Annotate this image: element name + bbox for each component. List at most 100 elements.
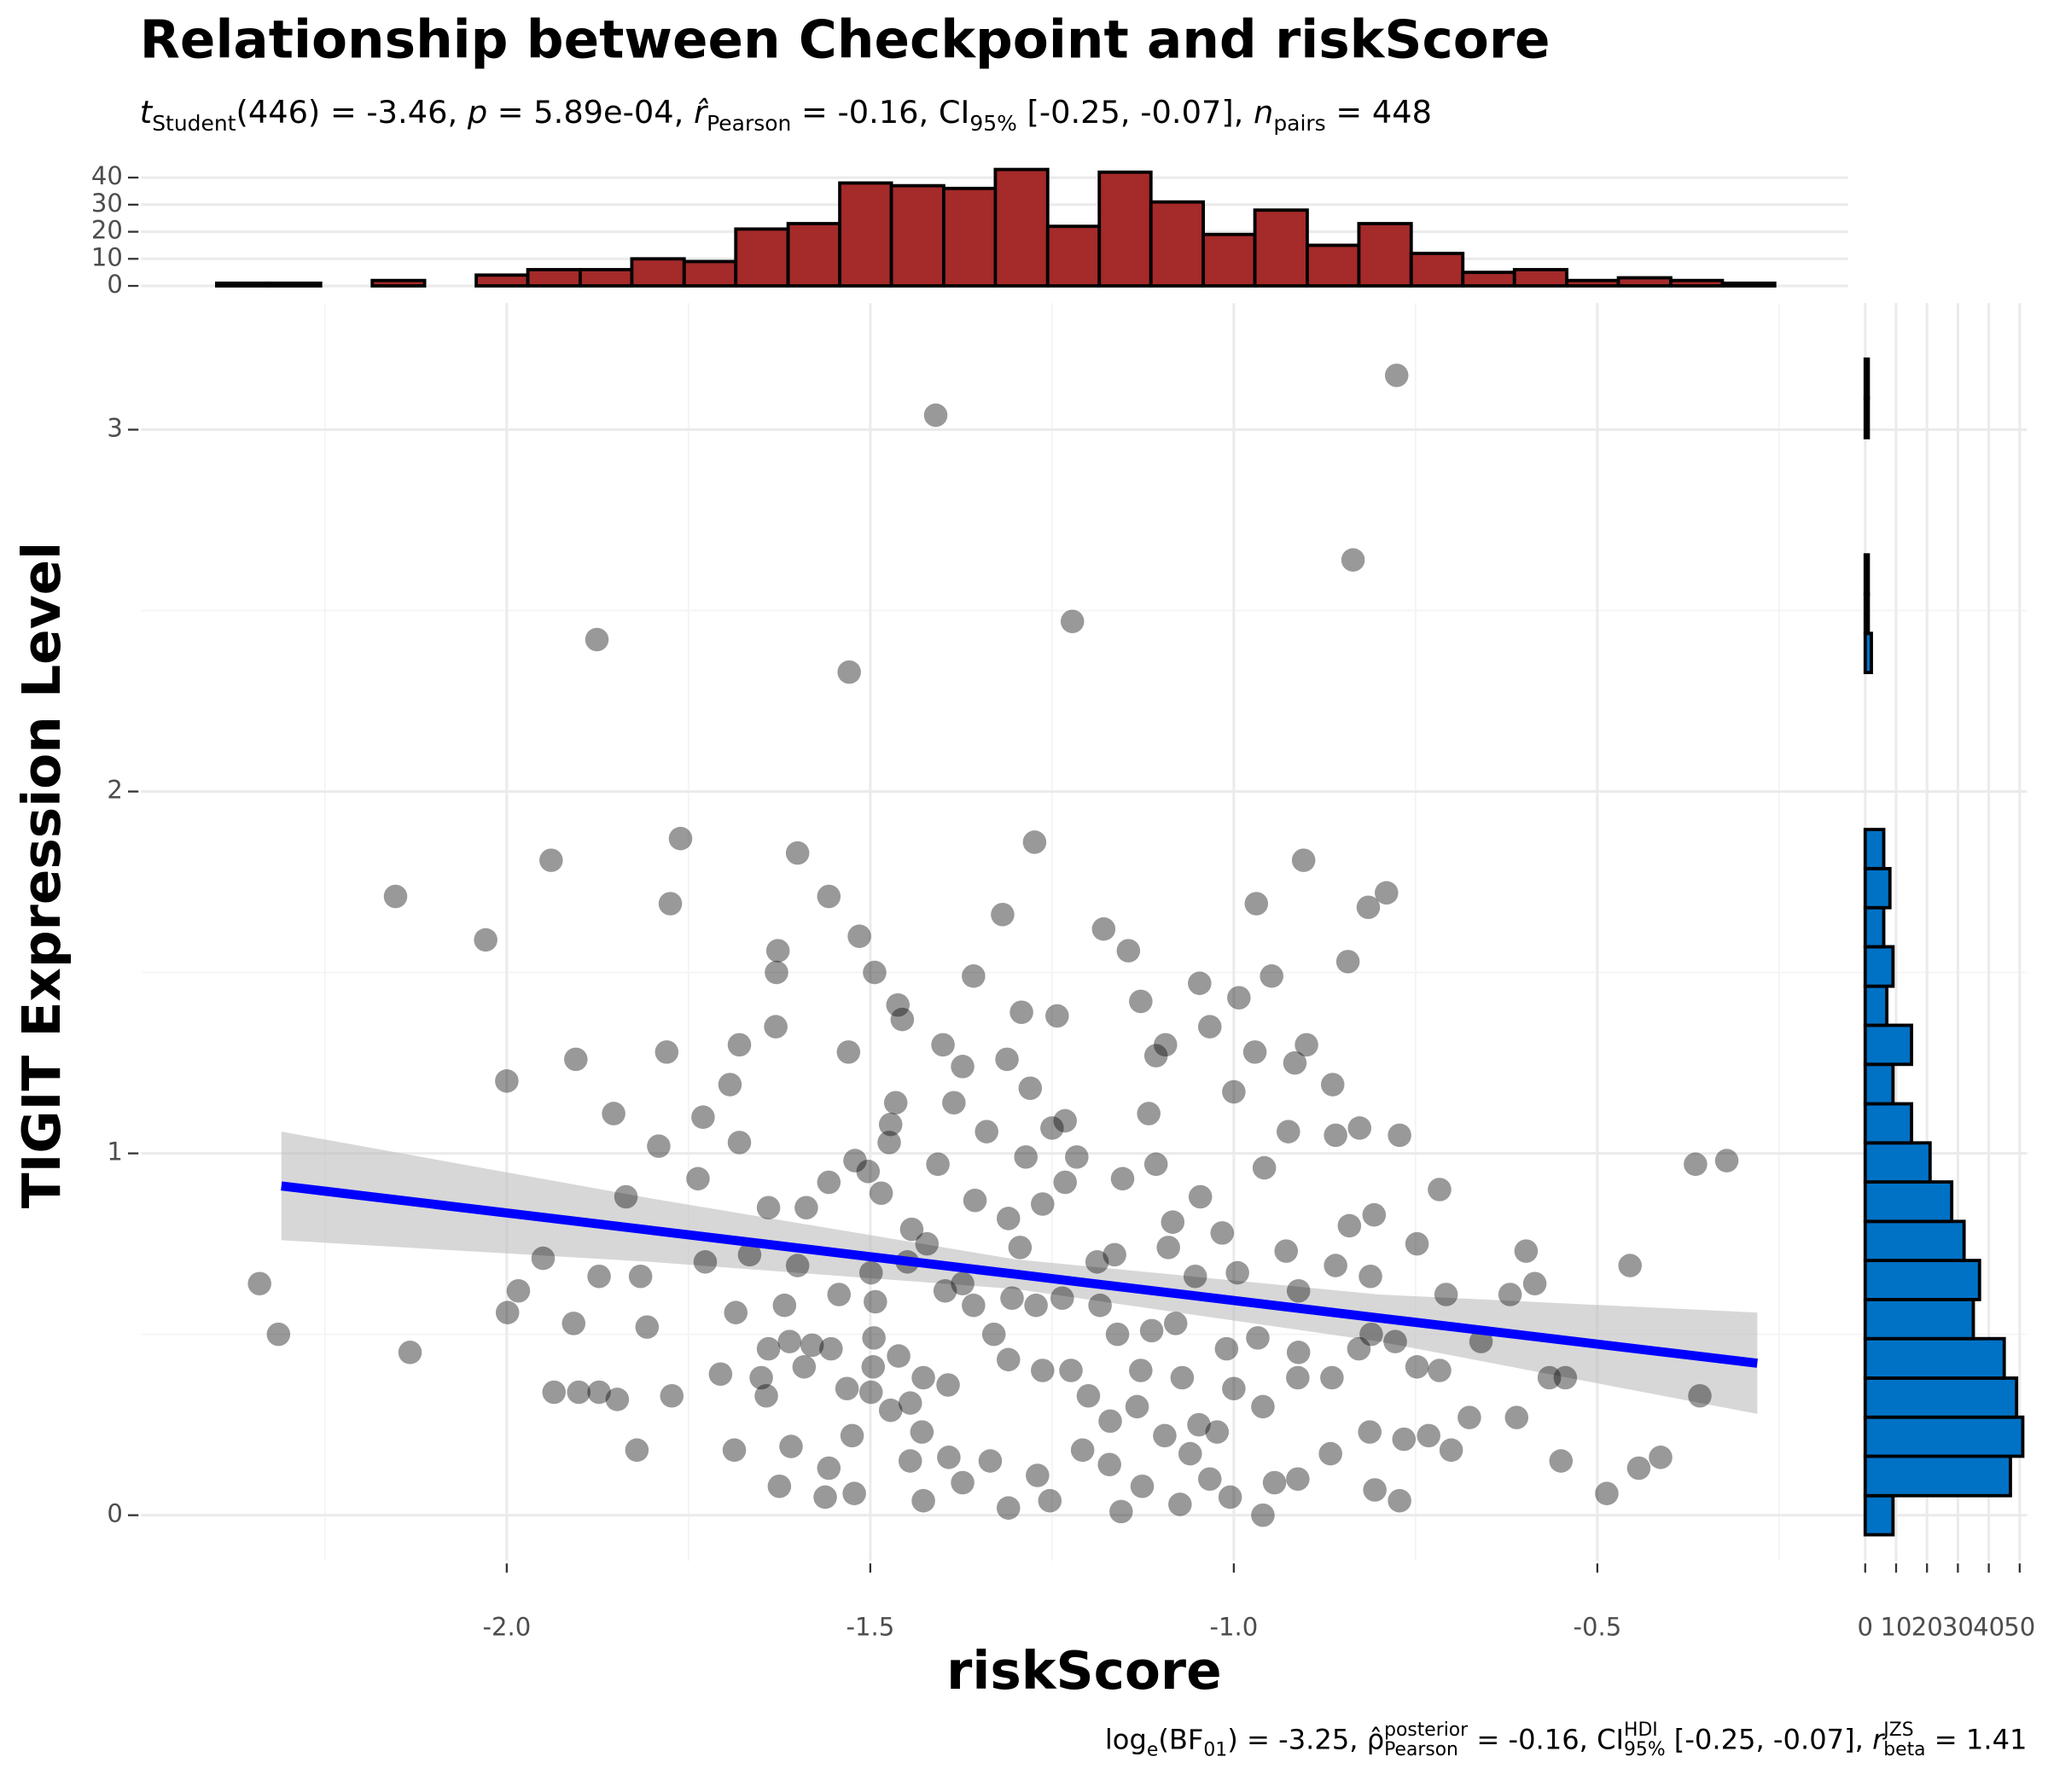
scatter-point [1214,1336,1239,1361]
caption-part: ) = -3.25, [1227,1724,1367,1756]
scatter-point [1143,1044,1168,1068]
histogram-bar [942,186,998,288]
scatter-point [951,1271,975,1296]
caption-stack: posterior Pearson [1384,1721,1468,1760]
y-tick-label: 2 [107,776,123,805]
scatter-point [910,1420,934,1444]
histogram-bar [1512,268,1569,288]
scatter-point [1324,1123,1347,1148]
scatter-point [1022,830,1047,854]
scatter-point [1187,1412,1211,1437]
caption-part: JZS [1883,1719,1914,1742]
scatter-point [898,1449,922,1473]
scatter-point [1227,986,1251,1010]
scatter-point [1286,1278,1311,1303]
scatter-point [1522,1271,1547,1296]
histogram-bar [1149,200,1206,288]
histogram-bar [1461,271,1516,288]
scatter-point [1222,1079,1246,1104]
scatter-point [975,1120,998,1143]
histogram-bar [786,222,841,288]
scatter-point [1242,1040,1267,1064]
scatter-point [858,1380,883,1405]
histogram-bar [1863,828,1886,870]
scatter-point [996,1347,1021,1372]
scatter-point [693,1250,718,1274]
histogram-bar [1863,1376,2019,1419]
scatter-point [495,1069,519,1093]
y-tick-label: 0 [107,270,123,299]
scatter-point [779,1434,803,1458]
scatter-point [1103,1242,1126,1267]
scatter-point [858,1260,883,1285]
x-tick-label: 20 [1911,1613,1943,1642]
histogram-bar [1863,984,1889,1027]
scatter-point [1618,1254,1642,1277]
scatter-point [951,1470,975,1495]
scatter-point [1324,1254,1347,1277]
scatter-point [1183,1265,1207,1289]
scatter-point [1045,1004,1069,1028]
scatter-point [1388,1123,1411,1148]
x-tick-label: -1.5 [846,1613,894,1642]
scatter-point [835,1376,859,1401]
histogram-bar [1863,905,1886,949]
caption-part: beta [1883,1739,1926,1761]
scatter-point [1341,548,1365,572]
x-tick-label: -2.0 [482,1613,531,1642]
histogram-bar [889,183,945,288]
scatter-point [1109,1499,1133,1524]
scatter-point [1065,1145,1089,1169]
scatter-point [951,1055,975,1079]
y-tick-label: 10 [91,242,123,271]
scatter-point [1405,1355,1429,1379]
scatter-point [1178,1441,1202,1466]
scatter-point [691,1105,715,1129]
scatter-point [1417,1423,1440,1448]
scatter-point [996,1207,1021,1231]
histogram-bar [630,257,686,288]
scatter-point [785,841,810,865]
scatter-point [1383,1329,1407,1353]
scatter-point [963,1188,987,1213]
scatter-point [1358,1420,1382,1444]
scatter-point [926,1152,950,1177]
scatter-point [1286,1365,1310,1390]
scatter-point [1688,1383,1712,1408]
y-tick-label: 40 [91,161,123,190]
scatter-point [1053,1108,1077,1133]
scatter-point [1246,1326,1270,1350]
scatter-point [1188,1184,1213,1209]
histogram-bar [1863,1141,1932,1184]
scatter-point [1026,1463,1050,1487]
scatter-point [1320,1073,1345,1097]
scatter-point [1050,1286,1074,1311]
scatter-point [819,1336,843,1361]
histogram-bar [1863,945,1895,988]
scatter-point [1139,1318,1164,1343]
scatter-point [668,826,693,851]
scatter-point [827,1283,852,1306]
scatter-point [765,939,790,963]
histogram-bar [1045,224,1102,288]
scatter-point [1197,1467,1222,1492]
x-tick-label: -0.5 [1573,1613,1621,1642]
scatter-point [937,1446,961,1469]
scatter-point [792,1355,817,1379]
scatter-point [942,1091,966,1115]
scatter-point [1714,1149,1739,1172]
caption-part: [-0.25, -0.07], [1665,1724,1873,1756]
scatter-point [1320,1365,1344,1390]
caption-part: 01 [1203,1740,1228,1761]
scatter-point [1457,1405,1481,1429]
subtitle-part: = -0.16, CI [791,94,970,131]
scatter-point [936,1373,960,1397]
scatter-point [1291,848,1316,872]
scatter-point [800,1333,824,1358]
scatter-point [1218,1485,1242,1510]
scatter-point [625,1438,649,1463]
subtitle-part: pairs [1273,110,1326,136]
x-tick-label: 40 [1973,1613,2004,1642]
scatter-point [658,892,683,916]
